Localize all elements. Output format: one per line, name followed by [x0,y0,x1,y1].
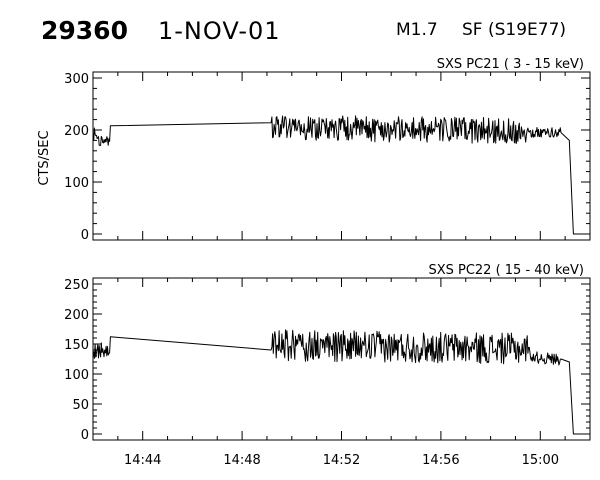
series-line-1 [92,115,590,235]
panel-title-2: SXS PC22 ( 15 - 40 keV) [428,263,584,278]
y-tick-label: 50 [72,398,89,413]
plot-frame-1 [92,71,591,241]
series-line-2 [92,329,590,435]
x-tick-label: 15:00 [522,453,559,468]
y-tick-label: 200 [64,308,89,323]
y-tick-label: 0 [81,228,89,243]
flare-location: SF (S19E77) [462,20,567,40]
y-tick-label: 300 [64,72,89,87]
flare-class: M1.7 [396,20,438,40]
panel-title-1: SXS PC21 ( 3 - 15 keV) [437,57,584,72]
y-tick-label: 100 [64,368,89,383]
x-tick-label: 14:56 [422,453,459,468]
x-tick-label: 14:48 [223,453,260,468]
event-date: 1-NOV-01 [158,17,281,45]
y-axis-label: CTS/SEC [37,130,52,185]
y-tick-label: 100 [64,176,89,191]
y-tick-label: 0 [81,428,89,443]
x-tick-label: 14:52 [323,453,360,468]
y-tick-label: 150 [64,338,89,353]
y-tick-label: 250 [64,278,89,293]
x-tick-label: 14:44 [124,453,161,468]
event-number: 29360 [41,16,128,45]
y-tick-label: 200 [64,124,89,139]
